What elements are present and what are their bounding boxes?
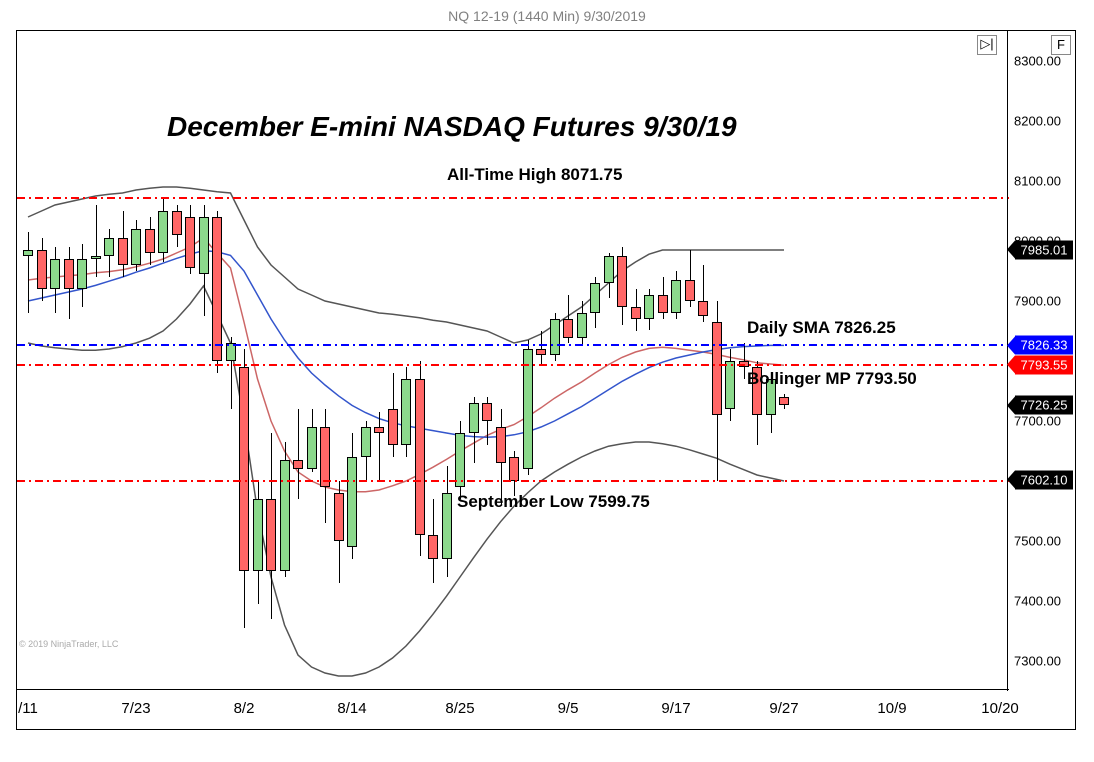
reference-line <box>17 343 1009 347</box>
candle-body <box>199 217 209 274</box>
candle-body <box>185 217 195 268</box>
candle-body <box>577 313 587 338</box>
candle-body <box>23 250 33 256</box>
candle-body <box>158 211 168 253</box>
candle-body <box>442 493 452 559</box>
candle-body <box>307 427 317 469</box>
plot-area: December E-mini NASDAQ Futures 9/30/19 A… <box>17 31 1009 691</box>
candle-body <box>725 361 735 409</box>
candle-body <box>347 457 357 547</box>
reference-line <box>17 479 1009 483</box>
candle-body <box>617 256 627 307</box>
candle-body <box>590 283 600 313</box>
price-label: 7985.01 <box>1015 240 1073 259</box>
y-tick: 8100.00 <box>1014 174 1061 189</box>
candle-body <box>469 403 479 433</box>
candle-body <box>415 379 425 535</box>
candle-wick <box>541 331 542 364</box>
candle-body <box>239 367 249 571</box>
x-tick: 8/2 <box>234 700 255 717</box>
candle-body <box>563 319 573 338</box>
annotation-label: Bollinger MP 7793.50 <box>747 369 917 389</box>
y-tick: 7400.00 <box>1014 594 1061 609</box>
x-tick: 9/5 <box>558 700 579 717</box>
candle-body <box>280 460 290 571</box>
annotation-label: September Low 7599.75 <box>457 492 650 512</box>
candle-wick <box>28 232 29 313</box>
candle-body <box>671 280 681 313</box>
indicator-lines <box>17 31 1009 691</box>
chart-container: F ▷| December E-mini NASDAQ Futures 9/30… <box>16 30 1076 730</box>
y-tick: 7700.00 <box>1014 414 1061 429</box>
price-label: 7602.10 <box>1015 470 1073 489</box>
candle-body <box>536 349 546 355</box>
candle-body <box>496 427 506 463</box>
candle-body <box>482 403 492 421</box>
candle-body <box>145 229 155 253</box>
x-tick: 10/20 <box>981 700 1019 717</box>
annotation-label: Daily SMA 7826.25 <box>747 318 896 338</box>
y-axis: 7300.007400.007500.007600.007700.007800.… <box>1007 31 1075 691</box>
header-title: NQ 12-19 (1440 Min) 9/30/2019 <box>0 8 1094 24</box>
candle-body <box>266 499 276 571</box>
candle-body <box>631 307 641 319</box>
candle-wick <box>96 205 97 277</box>
candle-body <box>401 379 411 445</box>
candle-body <box>509 457 519 481</box>
candle-wick <box>298 409 299 499</box>
y-tick: 8200.00 <box>1014 114 1061 129</box>
annotation-label: All-Time High 8071.75 <box>447 165 622 185</box>
candle-body <box>523 349 533 469</box>
x-tick: /11 <box>18 700 38 717</box>
y-tick: 8300.00 <box>1014 54 1061 69</box>
x-tick: 7/23 <box>121 700 150 717</box>
candle-body <box>172 211 182 235</box>
reference-line <box>17 363 1009 367</box>
candle-body <box>658 295 668 313</box>
candle-body <box>64 259 74 289</box>
candle-body <box>334 493 344 541</box>
candle-body <box>253 499 263 571</box>
candle-body <box>685 280 695 301</box>
x-tick: 9/27 <box>769 700 798 717</box>
reference-line <box>17 196 1009 200</box>
x-tick: 8/14 <box>337 700 366 717</box>
candle-body <box>91 256 101 259</box>
price-label: 7726.25 <box>1015 396 1073 415</box>
price-label: 7826.33 <box>1015 336 1073 355</box>
candle-body <box>604 256 614 283</box>
candle-body <box>644 295 654 319</box>
candle-body <box>374 427 384 433</box>
candle-body <box>293 460 303 469</box>
candle-body <box>550 319 560 355</box>
copyright-text: © 2019 NinjaTrader, LLC <box>19 639 118 649</box>
x-tick: 8/25 <box>445 700 474 717</box>
x-axis: /117/238/28/148/259/59/179/2710/910/20 <box>17 689 1009 729</box>
candle-body <box>428 535 438 559</box>
candle-body <box>131 229 141 265</box>
candle-body <box>77 259 87 289</box>
candle-body <box>712 322 722 415</box>
candle-wick <box>379 412 380 481</box>
candle-body <box>212 217 222 361</box>
candle-body <box>37 250 47 289</box>
x-tick: 9/17 <box>661 700 690 717</box>
candle-body <box>388 409 398 445</box>
y-tick: 7300.00 <box>1014 654 1061 669</box>
candle-body <box>118 238 128 265</box>
price-label: 7793.55 <box>1015 355 1073 374</box>
y-tick: 7500.00 <box>1014 534 1061 549</box>
x-tick: 10/9 <box>877 700 906 717</box>
y-tick: 7900.00 <box>1014 294 1061 309</box>
candle-body <box>50 259 60 289</box>
candle-body <box>698 301 708 316</box>
candle-body <box>779 397 789 405</box>
candle-body <box>320 427 330 487</box>
candle-body <box>104 238 114 256</box>
candle-body <box>361 427 371 457</box>
